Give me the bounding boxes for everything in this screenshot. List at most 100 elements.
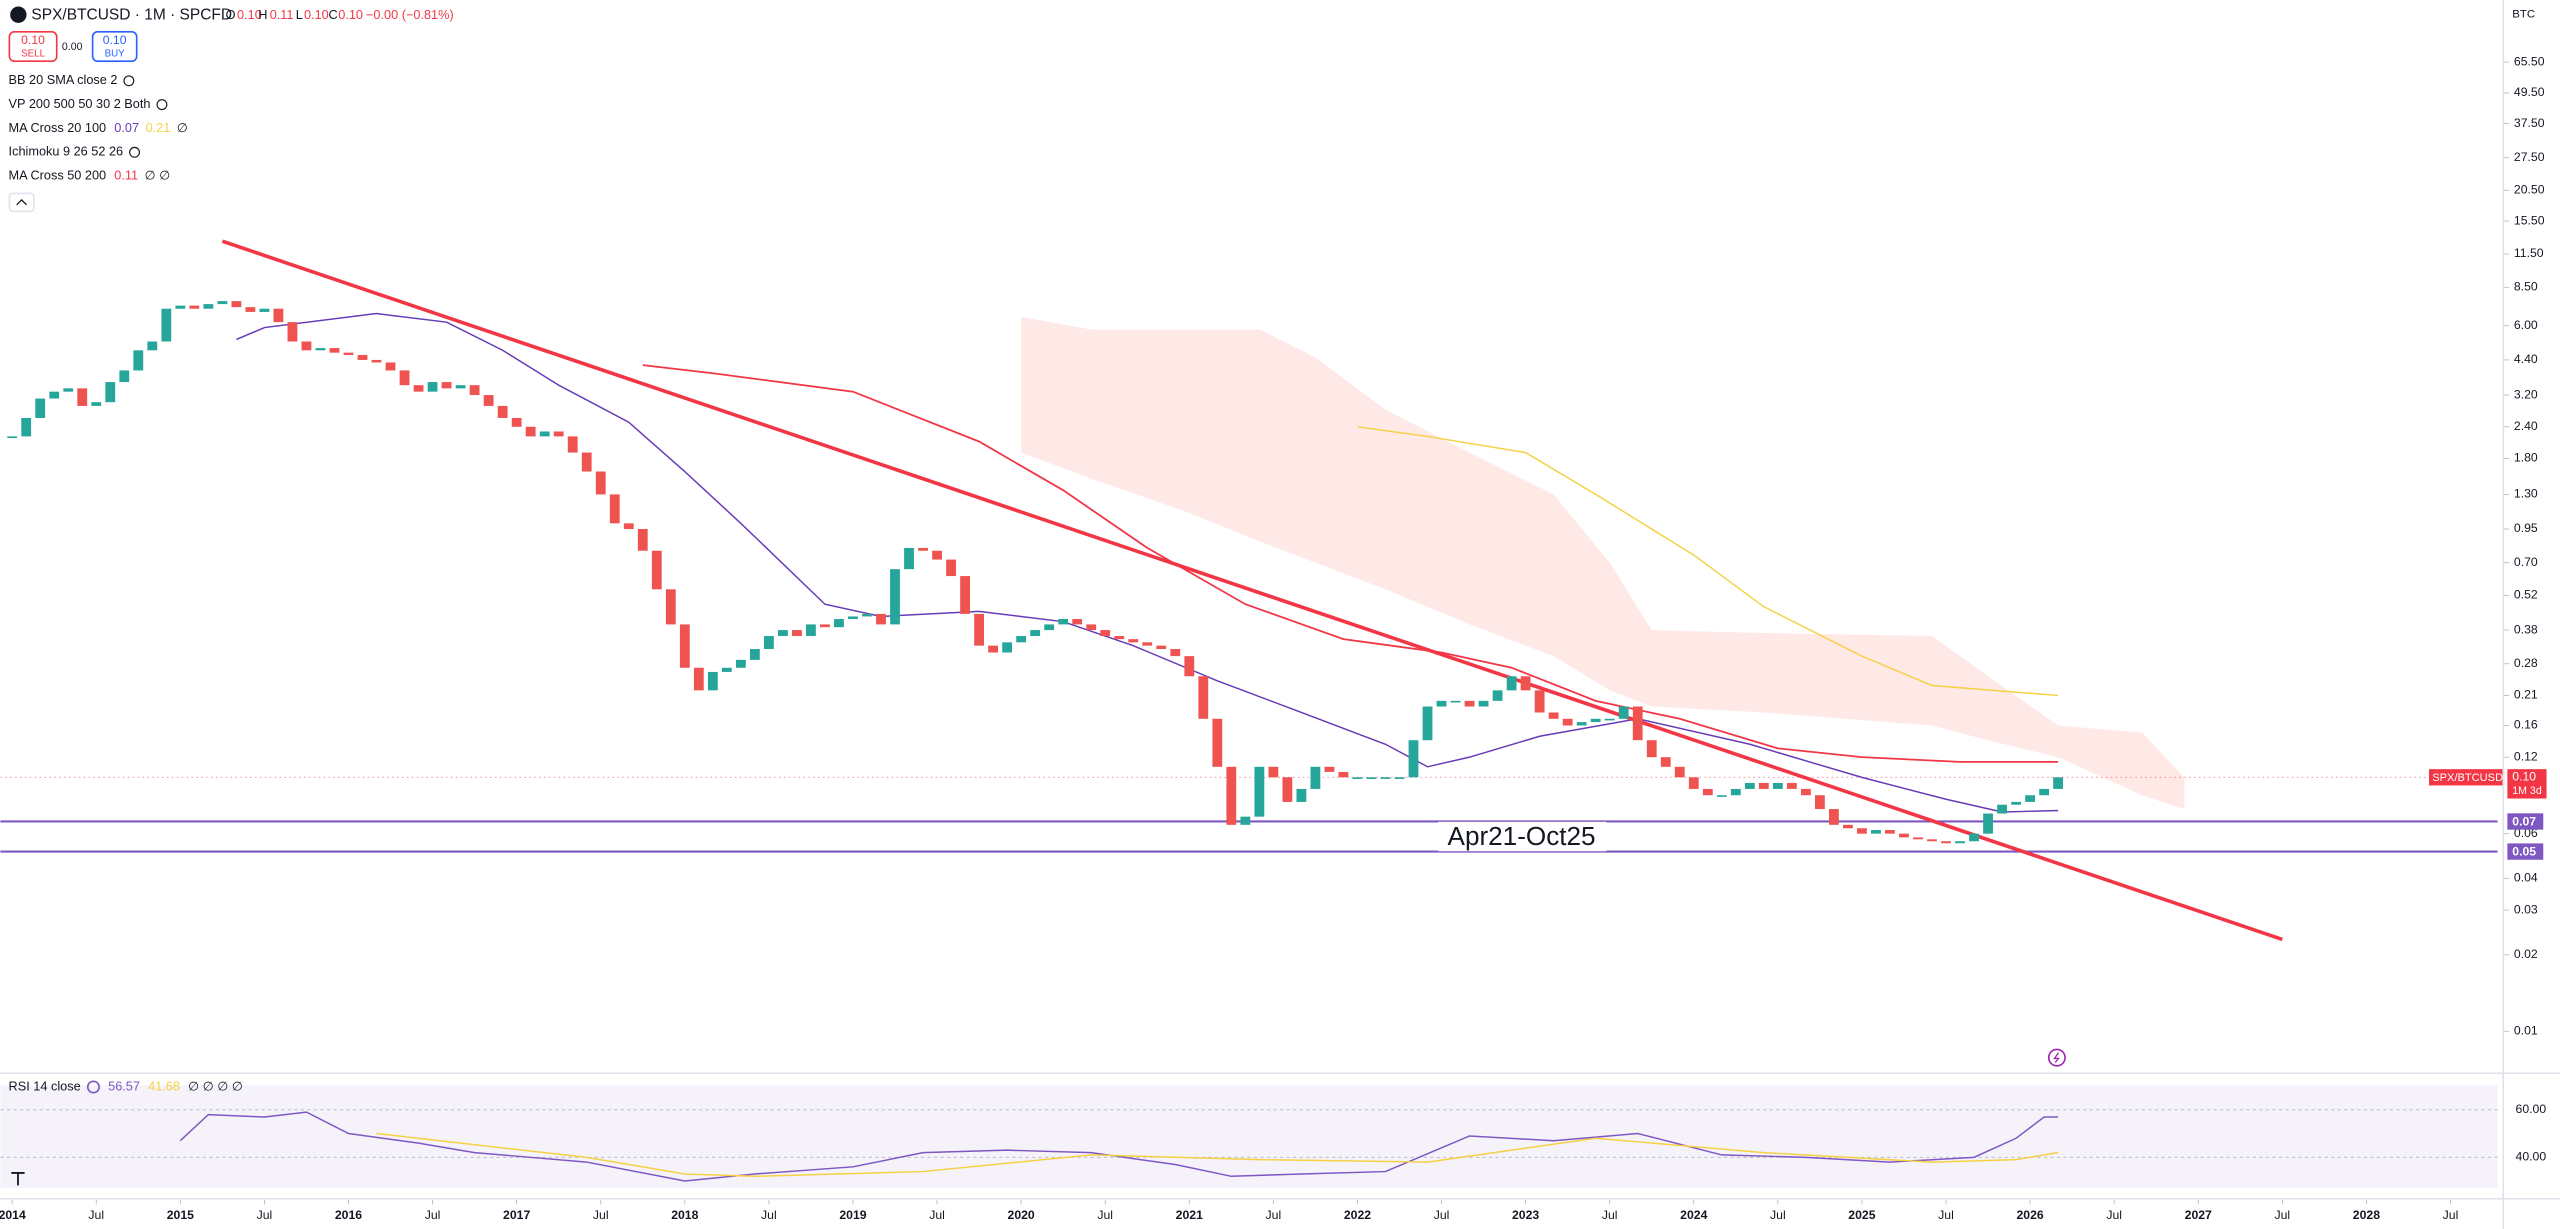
sell-button[interactable]: 0.10 SELL (8, 31, 58, 63)
y-tick-label: 20.50 (2514, 182, 2545, 196)
candle (1646, 740, 1657, 758)
ohlc-value: 0.11 (270, 7, 294, 22)
indicator-value: ∅ ∅ (145, 167, 171, 182)
x-tick-label: Jul (257, 1208, 273, 1222)
symbol-title[interactable]: SPX/BTCUSD · 1M · SPCFD (31, 7, 232, 24)
candle (1772, 782, 1783, 789)
last-price: 0.10 (2512, 770, 2536, 784)
x-tick-label: 2027 (2185, 1208, 2212, 1222)
candle (1576, 722, 1587, 726)
candle (1814, 795, 1825, 810)
candle (707, 671, 718, 691)
annotation: Apr21-Oct25 (1448, 821, 1596, 851)
y-tick-label: 0.52 (2514, 588, 2538, 602)
candle (91, 402, 102, 406)
buy-button[interactable]: 0.10 BUY (91, 31, 138, 63)
candle (1058, 619, 1069, 625)
candle (749, 649, 760, 660)
y-tick-label: 0.28 (2514, 656, 2538, 670)
buy-label: BUY (105, 48, 126, 59)
collapse-button[interactable] (8, 192, 35, 213)
indicator-value: ∅ (177, 120, 188, 135)
candle (133, 350, 144, 371)
visibility-icon[interactable] (123, 75, 135, 87)
candle (946, 559, 956, 577)
buy-box[interactable] (91, 31, 138, 63)
candle (1969, 833, 1979, 842)
candle (259, 308, 270, 312)
candle (1857, 828, 1867, 834)
x-tick-label: 2025 (1848, 1208, 1875, 1222)
y-tick-label: 65.50 (2514, 54, 2545, 68)
candle (848, 616, 858, 620)
candle (1352, 777, 1363, 779)
candle (595, 471, 606, 495)
rsi-settings-icon[interactable] (86, 1080, 100, 1094)
y-tick-label: 37.50 (2514, 116, 2545, 130)
candle (1282, 777, 1293, 802)
candle (1044, 624, 1055, 631)
y-tick-label: 0.02 (2514, 947, 2538, 961)
visibility-icon[interactable] (156, 99, 168, 111)
candle (427, 382, 438, 392)
y-tick-label: 0.12 (2514, 749, 2538, 763)
event-icon[interactable] (2047, 1048, 2066, 1067)
candle (1240, 816, 1251, 825)
visibility-icon[interactable] (129, 146, 141, 158)
y-tick-label: 0.21 (2514, 688, 2538, 702)
bar-timer: 1M 3d (2512, 785, 2542, 797)
moving-average (236, 312, 2059, 813)
spread: 0.00 (62, 41, 83, 53)
candle (1226, 766, 1237, 825)
moving-average (1357, 426, 2059, 697)
candle (1114, 636, 1125, 640)
candle (301, 341, 312, 351)
x-tick-label: Jul (761, 1208, 777, 1222)
sell-box[interactable] (8, 31, 58, 63)
candle (609, 494, 620, 524)
candle (820, 624, 830, 628)
y-tick-label: 0.01 (2514, 1024, 2538, 1038)
candle (511, 417, 522, 427)
candle (1730, 788, 1741, 796)
candle (1885, 830, 1895, 834)
candle (1422, 706, 1433, 741)
candle (49, 391, 60, 399)
candle (1072, 619, 1083, 625)
candle (1212, 718, 1223, 767)
indicator-name: Ichimoku 9 26 52 26 (9, 144, 124, 159)
candle (553, 431, 564, 437)
candle (932, 550, 942, 560)
candle (1548, 712, 1559, 719)
candle (77, 388, 88, 406)
sell-price: 0.10 (21, 33, 45, 47)
candle (1142, 642, 1153, 646)
candle (1436, 700, 1447, 707)
candle (1590, 718, 1601, 723)
candle (1758, 782, 1769, 789)
x-tick-label: Jul (2275, 1208, 2291, 1222)
candle (778, 630, 788, 637)
rsi-line (376, 1132, 2059, 1178)
x-tick-label: 2014 (0, 1208, 26, 1222)
candle (1128, 639, 1139, 643)
candle (1380, 777, 1391, 779)
indicator-value: 0.07 (114, 120, 139, 135)
rsi-background (0, 1085, 2498, 1189)
candle (1324, 766, 1335, 772)
candle (1100, 630, 1111, 637)
candle (1086, 624, 1097, 631)
ohlc-key: C (328, 7, 337, 22)
candle (1618, 706, 1629, 719)
candle (974, 613, 984, 646)
ichimoku-cloud (1021, 316, 2185, 810)
candle (651, 550, 662, 590)
candle (1702, 788, 1713, 796)
x-tick-label: 2015 (167, 1208, 194, 1222)
candle (343, 352, 354, 356)
buy-price: 0.10 (103, 33, 127, 47)
candle (763, 636, 774, 650)
candle (1002, 642, 1013, 653)
y-tick-label: 4.40 (2514, 352, 2538, 366)
